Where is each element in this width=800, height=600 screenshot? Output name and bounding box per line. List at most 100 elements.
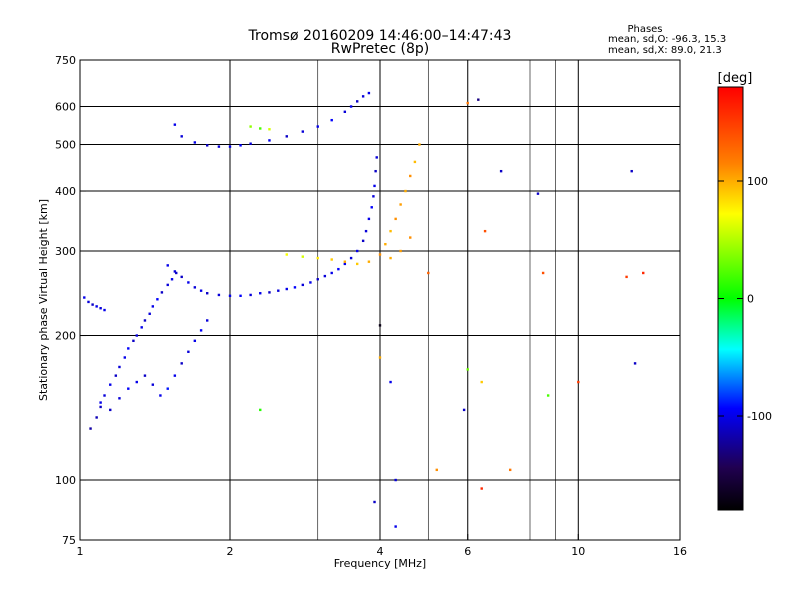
data-point	[259, 127, 262, 130]
colorbar-label: [deg]	[718, 71, 753, 86]
data-point	[132, 339, 135, 343]
data-point	[389, 256, 392, 260]
data-point	[217, 293, 221, 297]
y-axis-ticks: 75 100 200 300 400 500 600 750	[55, 54, 86, 547]
data-point	[355, 100, 359, 103]
data-point	[370, 206, 373, 209]
data-point	[355, 262, 359, 266]
data-point	[268, 128, 271, 131]
data-point	[160, 291, 164, 294]
data-point	[367, 91, 371, 95]
data-point	[228, 294, 232, 297]
data-point	[268, 291, 271, 294]
chart-title: Tromsø 20160209 14:46:00–14:47:43	[248, 28, 512, 44]
data-point	[285, 287, 288, 291]
x-tick-label: 16	[673, 545, 687, 558]
x-tick-label: 4	[377, 545, 384, 558]
data-point	[180, 362, 183, 365]
data-point	[374, 169, 377, 173]
data-point	[541, 271, 545, 275]
data-point	[135, 380, 138, 384]
data-point	[309, 281, 312, 284]
data-point	[418, 143, 421, 146]
y-tick-label: 300	[55, 245, 76, 258]
data-point	[330, 118, 333, 122]
data-points	[83, 91, 645, 528]
data-point	[343, 110, 347, 113]
data-point	[151, 305, 155, 308]
data-point	[536, 192, 540, 195]
data-point	[193, 339, 197, 343]
data-point	[364, 229, 368, 233]
x-axis-label: Frequency [MHz]	[334, 557, 426, 570]
data-point	[118, 365, 121, 369]
data-point	[293, 286, 297, 289]
data-point	[249, 125, 252, 128]
data-point	[508, 468, 512, 472]
x-tick-label: 10	[571, 545, 585, 558]
data-point	[466, 101, 469, 105]
data-point	[259, 292, 262, 295]
data-point	[277, 289, 280, 292]
data-point	[118, 397, 121, 400]
data-point	[367, 217, 371, 221]
data-point	[349, 256, 353, 260]
data-point	[330, 258, 333, 261]
data-point	[323, 274, 327, 278]
y-tick-label: 400	[55, 185, 76, 198]
colorbar-ticks: 100 0 -100	[718, 175, 772, 423]
data-point	[477, 98, 480, 101]
x-axis-ticks: 1 2 4 6 10 16	[77, 534, 687, 558]
data-point	[316, 256, 319, 260]
data-point	[95, 305, 98, 308]
data-point	[228, 145, 232, 148]
data-point	[143, 374, 147, 377]
data-point	[367, 260, 371, 263]
data-point	[330, 271, 333, 275]
phase-summary-o: mean, sd,O: -96.3, 15.3	[608, 34, 726, 45]
colorbar-tick-label: 0	[747, 293, 754, 306]
data-point	[372, 195, 375, 198]
data-point	[361, 95, 365, 98]
data-point	[170, 278, 174, 281]
data-point	[409, 174, 412, 178]
y-tick-label: 200	[55, 330, 76, 343]
data-point	[249, 142, 252, 145]
data-point	[316, 278, 319, 281]
phase-summary: Phases mean, sd,O: -96.3, 15.3 mean, sd,…	[608, 24, 726, 56]
colorbar: [deg] 100 0 -100	[717, 71, 772, 511]
y-tick-label: 600	[55, 101, 76, 114]
data-point	[103, 394, 106, 397]
data-point	[399, 203, 402, 206]
data-point	[109, 383, 112, 386]
x-tick-label: 1	[77, 545, 84, 558]
data-point	[389, 380, 392, 384]
data-point	[394, 217, 397, 221]
data-point	[83, 296, 86, 299]
data-point	[394, 525, 397, 528]
data-point	[630, 169, 633, 173]
data-point	[404, 189, 407, 193]
data-point	[316, 125, 319, 128]
data-point	[466, 368, 469, 371]
data-point	[301, 283, 305, 287]
phase-summary-title: Phases	[627, 24, 662, 35]
data-point	[343, 260, 347, 263]
y-tick-label: 100	[55, 474, 76, 487]
data-point	[239, 144, 242, 147]
data-point	[349, 105, 353, 108]
data-point	[249, 293, 252, 297]
data-point	[625, 275, 628, 279]
data-point	[151, 383, 155, 386]
data-point	[361, 239, 365, 243]
data-point	[99, 405, 102, 409]
data-point	[378, 356, 382, 359]
data-point	[103, 308, 106, 312]
phase-summary-x: mean, sd,X: 89.0, 21.3	[608, 45, 722, 56]
y-tick-label: 500	[55, 139, 76, 152]
y-tick-label: 750	[55, 54, 76, 67]
data-point	[355, 249, 359, 253]
colorbar-tick-label: 100	[747, 175, 768, 188]
data-point	[173, 270, 177, 273]
